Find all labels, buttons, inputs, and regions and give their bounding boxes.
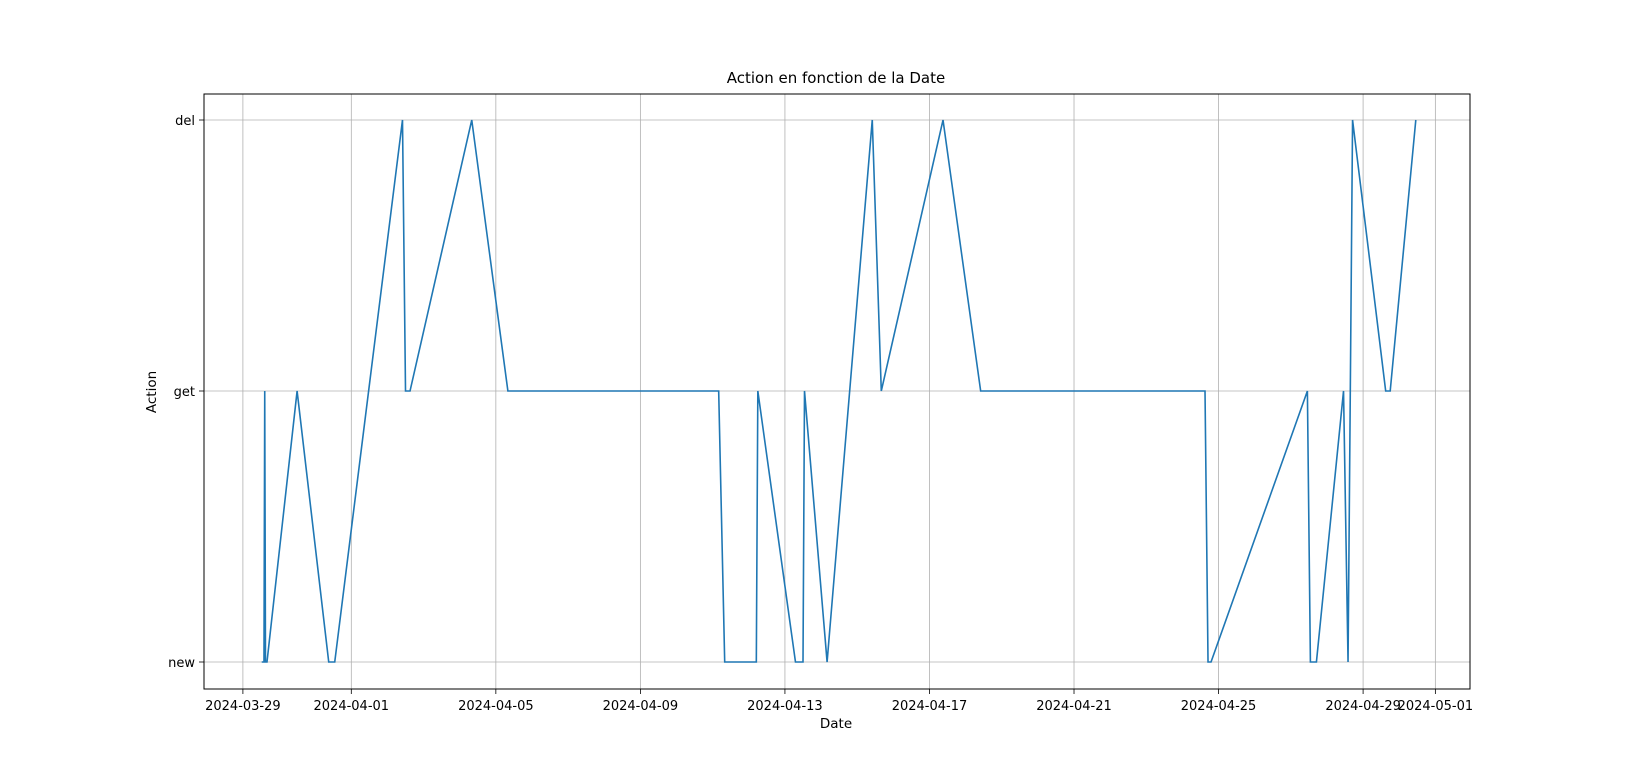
x-tick-label: 2024-04-21 [1036,699,1112,714]
y-axis-label: Action [144,371,160,413]
x-tick-label: 2024-04-25 [1181,699,1257,714]
x-tick-label: 2024-04-09 [603,699,679,714]
x-tick-label: 2024-03-29 [205,699,281,714]
x-axis-label: Date [820,716,852,732]
x-tick-label: 2024-04-01 [314,699,390,714]
x-tick-label: 2024-04-13 [747,699,823,714]
x-tick-label: 2024-04-05 [458,699,534,714]
y-tick-label: del [175,114,195,129]
series-line [261,119,1417,663]
x-tick-label: 2024-05-01 [1398,699,1474,714]
x-tick-label: 2024-04-29 [1325,699,1401,714]
x-tick-label: 2024-04-17 [892,699,968,714]
y-tick-label: new [168,656,195,671]
plot-frame [203,93,1471,690]
chart-title: Action en fonction de la Date [727,69,945,87]
y-tick-label: get [174,385,195,400]
